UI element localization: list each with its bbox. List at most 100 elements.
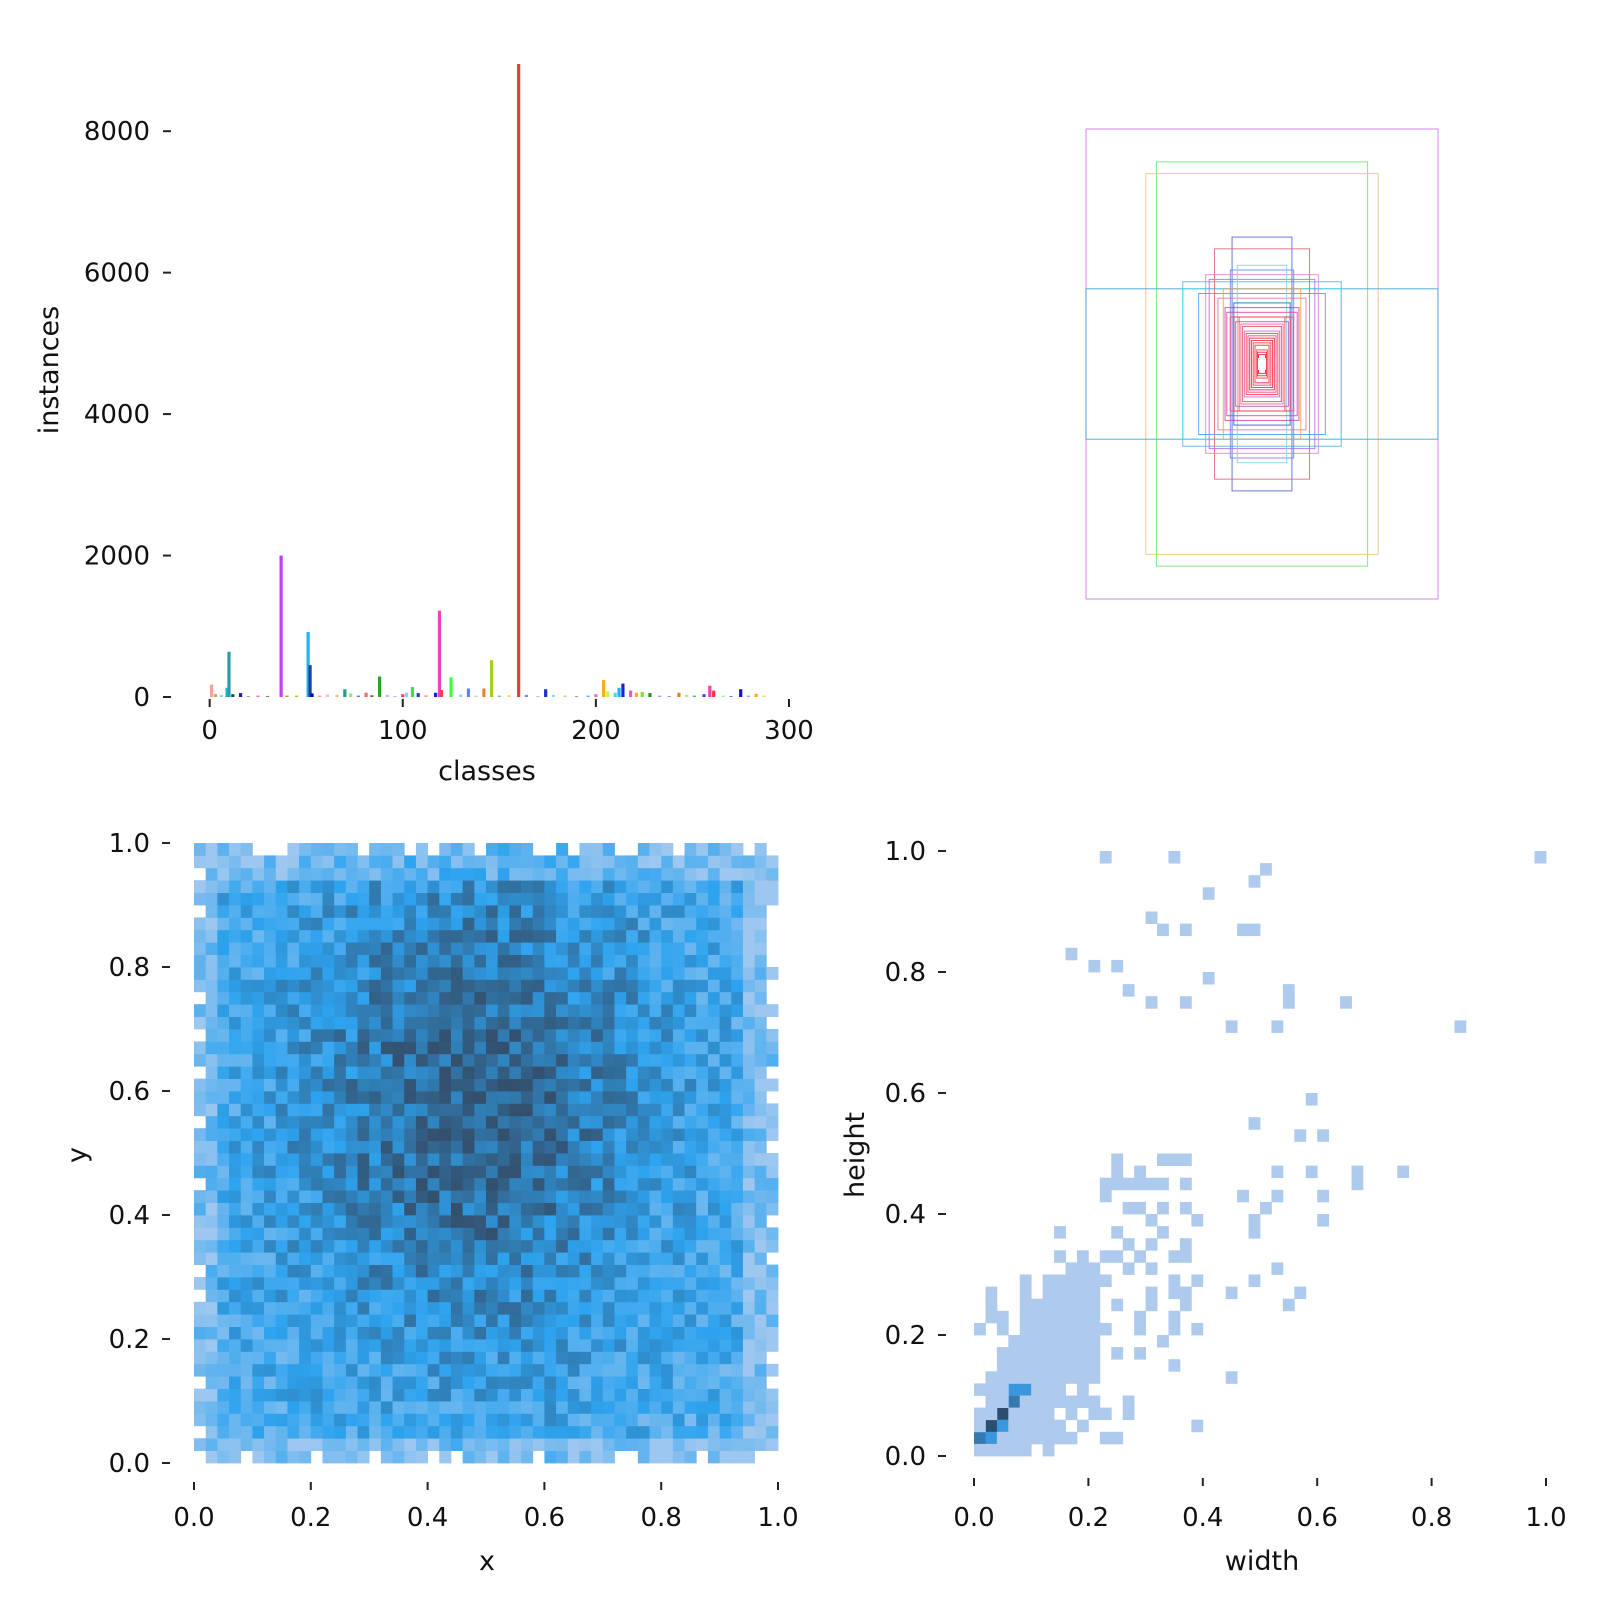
- xy-histogram-cell: [626, 929, 639, 943]
- xy-histogram-cell: [240, 1363, 253, 1377]
- xy-histogram-cell: [427, 1165, 440, 1179]
- xy-histogram-cell: [264, 1165, 277, 1179]
- xy-histogram-cell: [264, 1140, 277, 1154]
- xy-histogram-cell: [719, 967, 732, 980]
- xy-histogram-cell: [240, 1264, 253, 1278]
- xy-histogram-cell: [369, 880, 382, 893]
- xy-histogram-cell: [754, 1066, 767, 1079]
- xy-histogram-cell: [556, 1264, 569, 1278]
- xy-histogram-cell: [731, 1103, 744, 1117]
- xy-histogram-cell: [766, 1326, 779, 1340]
- xy-histogram-cell: [322, 1450, 335, 1464]
- xy-histogram-cell: [614, 1190, 627, 1203]
- xy-histogram-cell: [217, 1425, 230, 1439]
- xy-histogram-cell: [357, 1376, 370, 1389]
- xy-histogram-cell: [240, 954, 253, 968]
- xy-histogram-cell: [661, 892, 674, 906]
- xy-histogram-cell: [521, 1413, 534, 1427]
- xy-histogram-cell: [649, 1016, 662, 1030]
- xy-histogram-cell: [322, 1376, 335, 1389]
- xy-histogram-cell: [742, 1239, 756, 1253]
- xy-histogram-cell: [194, 1091, 207, 1104]
- xy-histogram-cell: [275, 991, 288, 1005]
- xy-histogram-cell: [217, 1066, 230, 1079]
- xy-histogram-cell: [474, 1413, 487, 1427]
- xy-histogram-cell: [672, 967, 685, 980]
- xy-histogram-cell: [310, 991, 323, 1005]
- xy-histogram-cell: [334, 1438, 347, 1451]
- xy-histogram-cell: [497, 1078, 510, 1092]
- class-bar: [370, 695, 374, 697]
- xy-histogram-cell: [322, 1115, 335, 1129]
- xy-histogram-cell: [380, 1016, 393, 1030]
- xy-histogram-cell: [754, 967, 767, 980]
- xy-histogram-cell: [194, 1041, 207, 1055]
- xy-histogram-cell: [731, 1264, 744, 1278]
- xy-histogram-cell: [334, 1301, 347, 1315]
- xy-histogram-cell: [556, 1277, 569, 1290]
- xy-histogram-cell: [229, 867, 242, 881]
- xy-histogram-cell: [731, 1165, 744, 1179]
- xy-histogram-cell: [754, 942, 767, 955]
- xy-histogram-cell: [404, 1264, 417, 1278]
- xy-histogram-cell: [357, 1177, 370, 1191]
- xy-histogram-cell: [579, 1041, 592, 1055]
- xy-histogram-cell: [696, 1004, 709, 1017]
- xy-histogram-cell: [602, 929, 615, 943]
- xy-histogram-cell: [462, 1066, 475, 1079]
- xy-histogram-cell: [287, 1202, 300, 1216]
- xy-histogram-cell: [299, 1388, 312, 1402]
- xy-histogram-cell: [310, 867, 323, 881]
- xy-histogram-cell: [672, 1401, 685, 1414]
- xy-histogram-cell: [194, 1351, 207, 1365]
- xy-histogram-cell: [532, 1165, 545, 1179]
- xy-histogram-cell: [264, 1153, 277, 1166]
- wh-histogram-cell: [1122, 1407, 1135, 1421]
- xy-histogram-cell: [742, 942, 756, 955]
- xy-histogram-cell: [707, 1091, 720, 1104]
- xy-histogram-cell: [497, 1165, 510, 1179]
- xy-histogram-cell: [229, 880, 242, 893]
- xy-histogram-cell: [649, 1177, 662, 1191]
- xy-histogram-cell: [497, 1314, 510, 1327]
- xy-histogram-cell: [450, 1351, 464, 1365]
- xy-histogram-cell: [380, 1413, 393, 1427]
- xy-histogram-cell: [240, 942, 253, 955]
- xy-histogram-cell: [614, 1165, 627, 1179]
- wh-histogram-cell: [1225, 1020, 1238, 1033]
- xy-histogram-cell: [205, 1078, 218, 1092]
- xy-histogram-cell: [509, 1177, 522, 1191]
- xy-histogram-cell: [439, 954, 452, 968]
- xy-histogram-cell: [742, 1053, 756, 1067]
- xy-histogram-cell: [345, 1351, 358, 1365]
- xy-histogram-cell: [602, 1066, 615, 1079]
- xy-histogram-cell: [614, 1413, 627, 1427]
- xy-histogram-cell: [766, 880, 779, 893]
- xy-histogram-cell: [404, 1314, 417, 1327]
- xy-histogram-cell: [334, 1351, 347, 1365]
- xy-histogram-cell: [334, 855, 347, 869]
- xy-histogram-cell: [532, 1277, 545, 1290]
- xy-histogram-cell: [556, 979, 569, 993]
- xy-y-ticks: 0.00.20.40.60.81.0: [109, 829, 170, 1479]
- xy-histogram-cell: [462, 855, 475, 869]
- xy-histogram-cell: [275, 1140, 288, 1154]
- xy-histogram-cell: [427, 929, 440, 943]
- xy-histogram-cell: [217, 1413, 230, 1427]
- xy-histogram-cell: [521, 1177, 534, 1191]
- xy-histogram-cell: [287, 1277, 300, 1290]
- xy-histogram-cell: [626, 1401, 639, 1414]
- wh-histogram-cell: [1042, 1347, 1055, 1360]
- xy-histogram-cell: [439, 1227, 452, 1241]
- xy-histogram-cell: [497, 1326, 510, 1340]
- class-bar: [507, 695, 511, 697]
- xy-histogram-cell: [240, 1388, 253, 1402]
- xy-histogram-cell: [707, 1140, 720, 1154]
- wh-histogram-cell: [1008, 1443, 1021, 1457]
- xy-histogram-cell: [497, 1053, 510, 1067]
- xy-histogram-cell: [731, 1202, 744, 1216]
- xy-histogram-cell: [637, 1177, 650, 1191]
- xy-histogram-cell: [205, 1277, 218, 1290]
- xy-histogram-cell: [217, 1165, 230, 1179]
- xy-histogram-cell: [380, 1041, 393, 1055]
